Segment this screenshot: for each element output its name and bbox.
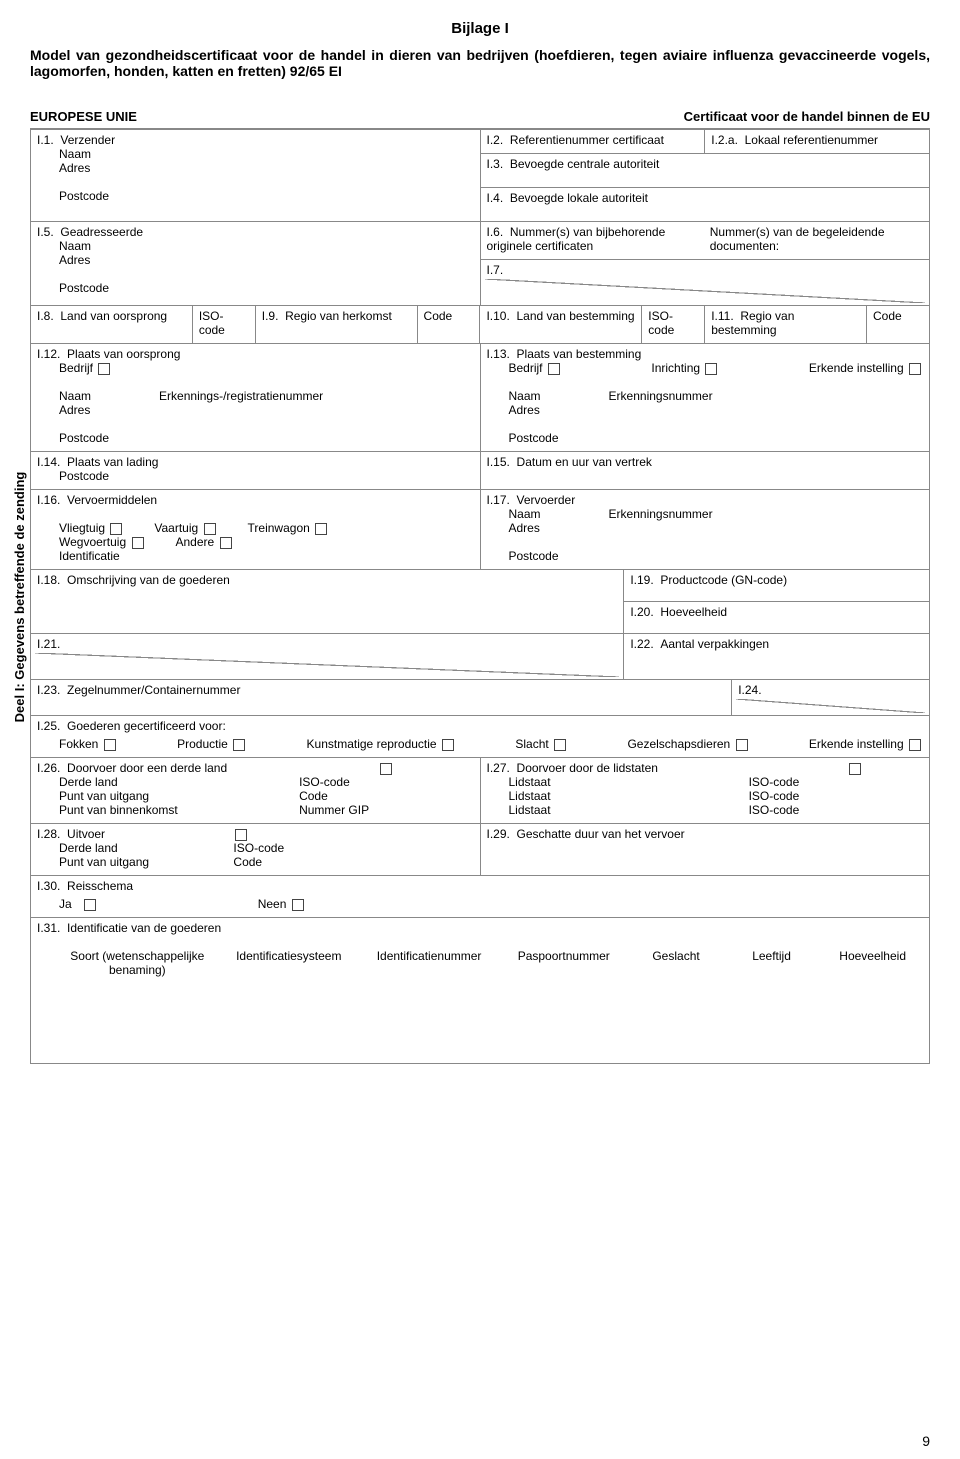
i31-col-geslacht: Geslacht [631,949,721,977]
checkbox-icon[interactable] [315,523,327,535]
header-left: EUROPESE UNIE [30,109,137,124]
cell-i2a: I.2.a. Lokaal referentienummer [705,130,930,154]
i31-col-leeftijd: Leeftijd [727,949,817,977]
i31-col-hoeveelheid: Hoeveelheid [822,949,923,977]
cell-i15: I.15. Datum en uur van vertrek [480,452,930,490]
cell-i9: I.9. Regio van herkomst [255,306,417,344]
checkbox-icon[interactable] [705,363,717,375]
cell-i10: I.10. Land van bestemming [480,306,642,344]
side-label: Deel I: Gegevens betreffende de zending [12,471,27,722]
cell-i27: I.27. Doorvoer door de lidstaten Lidstaa… [480,758,930,824]
checkbox-icon[interactable] [849,763,861,775]
cell-i11-code: Code [867,306,930,344]
cell-i25: I.25. Goederen gecertificeerd voor: Fokk… [31,716,930,758]
cell-i10-iso: ISO-code [642,306,705,344]
checkbox-icon[interactable] [548,363,560,375]
cell-i8-iso: ISO-code [192,306,255,344]
cell-i14: I.14. Plaats van lading Postcode [31,452,481,490]
cell-i26: I.26. Doorvoer door een derde land Derde… [31,758,481,824]
checkbox-icon[interactable] [104,739,116,751]
page-title: Bijlage I [30,20,930,37]
cell-i31: I.31. Identificatie van de goederen Soor… [31,918,930,1064]
i31-col-paspoort: Paspoortnummer [502,949,625,977]
checkbox-icon[interactable] [380,763,392,775]
i31-col-idsys: Identificatiesysteem [222,949,356,977]
i31-col-soort: Soort (wetenschappelijke benaming) [59,949,216,977]
cell-i7: I.7. [480,260,930,306]
checkbox-icon[interactable] [736,739,748,751]
checkbox-icon[interactable] [132,537,144,549]
checkbox-icon[interactable] [235,829,247,841]
checkbox-icon[interactable] [909,363,921,375]
checkbox-icon[interactable] [204,523,216,535]
checkbox-icon[interactable] [220,537,232,549]
cell-i3: I.3. Bevoegde centrale autoriteit [480,154,930,188]
cell-i11: I.11. Regio van bestemming [705,306,867,344]
checkbox-icon[interactable] [110,523,122,535]
cell-i20: I.20. Hoeveelheid [624,601,930,633]
cell-i5: I.5. Geadresseerde Naam Adres Postcode [31,222,481,306]
cell-i29: I.29. Geschatte duur van het vervoer [480,824,930,876]
cell-i4: I.4. Bevoegde lokale autoriteit [480,188,930,222]
certificate-form: Deel I: Gegevens betreffende de zending … [30,128,930,1064]
cell-i12: I.12. Plaats van oorsprong Bedrijf Naam … [31,344,481,452]
cell-i9-code: Code [417,306,480,344]
cell-i21: I.21. [31,634,624,680]
i31-col-idnum: Identificatienummer [362,949,496,977]
checkbox-icon[interactable] [442,739,454,751]
checkbox-icon[interactable] [292,899,304,911]
checkbox-icon[interactable] [554,739,566,751]
cell-i1: I.1. Verzender Naam Adres Postcode [31,130,481,222]
checkbox-icon[interactable] [84,899,96,911]
cell-i28: I.28. Uitvoer Derde land Punt van uitgan… [31,824,481,876]
cell-i24: I.24. [732,680,930,716]
cell-i17: I.17. Vervoerder Naam Adres Postcode Erk… [480,490,930,570]
cell-i18: I.18. Omschrijving van de goederen [31,570,624,634]
cell-i8: I.8. Land van oorsprong [31,306,193,344]
page-subtitle: Model van gezondheidscertificaat voor de… [30,47,930,79]
cell-i2: I.2. Referentienummer certificaat [480,130,705,154]
checkbox-icon[interactable] [98,363,110,375]
cell-i19: I.19. Productcode (GN-code) [624,570,930,601]
checkbox-icon[interactable] [233,739,245,751]
cell-i22: I.22. Aantal verpakkingen [624,634,930,680]
checkbox-icon[interactable] [909,739,921,751]
cell-i23: I.23. Zegelnummer/Containernummer [31,680,732,716]
cell-i6: I.6. Nummer(s) van bijbehorende originel… [480,222,930,260]
cell-i30: I.30. Reisschema Ja Neen [31,876,930,918]
page-number: 9 [922,1433,930,1449]
cell-i13: I.13. Plaats van bestemming Bedrijf Inri… [480,344,930,452]
cell-i16: I.16. Vervoermiddelen Vliegtuig Vaartuig… [31,490,481,570]
header-right: Certificaat voor de handel binnen de EU [684,109,930,124]
